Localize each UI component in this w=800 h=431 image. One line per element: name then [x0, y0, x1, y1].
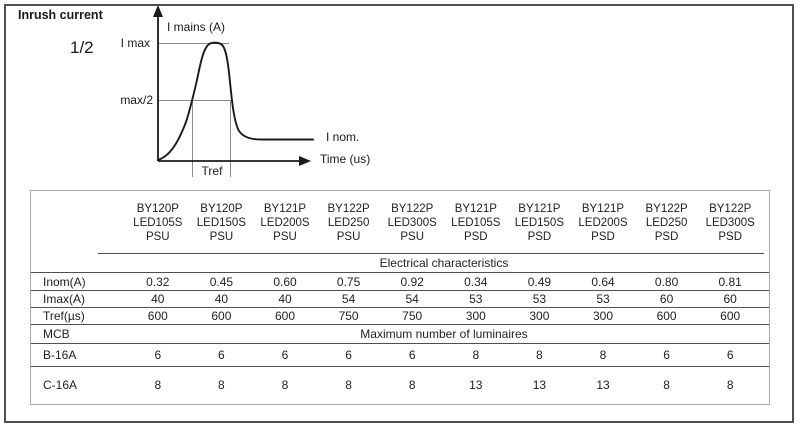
column-header: BY122P LED300S PSU: [387, 203, 437, 243]
inom-label: I nom.: [326, 130, 360, 144]
page-border: [4, 4, 794, 423]
table-cell: 8: [472, 348, 480, 362]
table-cell: 54: [341, 292, 356, 306]
table-cell: 600: [274, 309, 295, 323]
column-header: BY120P LED105S PSU: [133, 203, 183, 243]
table-cell: 750: [402, 309, 423, 323]
table-cell: 60: [659, 292, 674, 306]
header-underline: [98, 253, 764, 254]
table-cell: 53: [469, 292, 483, 306]
section-title: Maximum number of luminaires: [360, 327, 528, 341]
electrical-section-row: Electrical characteristics: [31, 253, 769, 273]
table-cell: 40: [278, 292, 292, 306]
table-row-tref: Tref(µs) 600 600 600 750 750 300 300 300…: [31, 308, 769, 325]
table-cell: 600: [211, 309, 232, 323]
table-cell: 600: [656, 309, 677, 323]
table-cell: 40: [214, 292, 229, 306]
row-label: MCB: [43, 327, 70, 341]
spec-table: BY120P LED105S PSU BY120P LED150S PSU BY…: [30, 190, 770, 405]
tref-label: Tref: [201, 164, 223, 178]
fraction-label: 1/2: [70, 38, 94, 57]
column-header: BY122P LED300S PSD: [705, 203, 755, 243]
table-cell: 6: [281, 348, 289, 362]
table-cell: 0.49: [527, 274, 552, 289]
table-row-c16a: C-16A 8 8 8 8 8 13 13 13 8 8: [31, 367, 769, 403]
table-cell: 54: [405, 292, 419, 306]
section-title: Electrical characteristics: [379, 255, 509, 270]
imax-label: I max: [120, 36, 150, 50]
y-axis-label: I mains (A): [167, 20, 226, 34]
table-cell: 600: [720, 309, 741, 323]
column-header: BY122P LED250 PSD: [645, 203, 688, 243]
column-header: BY121P LED150S PSD: [514, 203, 564, 243]
table-cell: 6: [663, 348, 670, 362]
column-header: BY121P LED105S PSD: [451, 203, 501, 243]
table-cell: 6: [154, 348, 162, 362]
table-cell: 600: [147, 309, 168, 323]
table-cell: 0.81: [718, 274, 742, 289]
table-cell: 0.75: [336, 274, 361, 289]
row-label: C-16A: [43, 378, 78, 392]
table-cell: 8: [599, 348, 607, 362]
table-cell: 8: [663, 378, 670, 392]
table-cell: 300: [465, 309, 486, 323]
table-header-row: BY120P LED105S PSU BY120P LED150S PSU BY…: [31, 191, 769, 253]
row-label: B-16A: [43, 348, 77, 362]
table-cell: 13: [469, 378, 483, 392]
row-label: Inom(A): [43, 274, 86, 289]
column-header: BY122P LED250 PSU: [327, 203, 370, 243]
table-cell: 8: [345, 378, 352, 392]
corner-cell: [31, 191, 126, 202]
table-cell: 8: [726, 378, 734, 392]
table-cell: 300: [592, 309, 613, 323]
table-cell: 13: [532, 378, 547, 392]
table-cell: 0.80: [654, 274, 679, 289]
table-cell: 0.64: [591, 274, 615, 289]
inrush-current-diagram: [153, 5, 314, 177]
x-axis-label: Time (us): [320, 152, 371, 166]
table-cell: 60: [723, 292, 737, 306]
row-label: Imax(A): [43, 292, 85, 306]
page-title: Inrush current: [18, 8, 103, 22]
table-cell: 8: [154, 378, 162, 392]
inrush-curve: [157, 41, 314, 161]
table-cell: 6: [218, 348, 225, 362]
table-cell: 6: [408, 348, 416, 362]
column-header: BY121P LED200S PSD: [578, 203, 628, 243]
row-label: Tref(µs): [43, 309, 85, 323]
x-axis-arrow-icon: [299, 156, 311, 166]
table-cell: 0.45: [209, 274, 234, 289]
table-cell: 750: [338, 309, 359, 323]
table-cell: 8: [536, 348, 543, 362]
half-max-label: max/2: [120, 93, 153, 107]
table-row-b16a: B-16A 6 6 6 6 6 8 8 8 6 6: [31, 344, 769, 367]
column-header: BY121P LED200S PSU: [260, 203, 310, 243]
mcb-section-row: MCB Maximum number of luminaires: [31, 325, 769, 344]
table-cell: 53: [532, 292, 547, 306]
table-row-inom: Inom(A) 0.32 0.45 0.60 0.75 0.92 0.34 0.…: [31, 273, 769, 291]
table-cell: 0.32: [146, 274, 170, 289]
table-cell: 8: [408, 378, 416, 392]
table-cell: 0.60: [273, 274, 297, 289]
table-cell: 0.92: [400, 274, 424, 289]
table-cell: 8: [218, 378, 225, 392]
table-cell: 6: [345, 348, 352, 362]
table-row-imax: Imax(A) 40 40 40 54 54 53 53 53 60 60: [31, 291, 769, 308]
table-cell: 300: [529, 309, 550, 323]
table-cell: 6: [726, 348, 734, 362]
table-cell: 8: [281, 378, 289, 392]
table-cell: 40: [151, 292, 165, 306]
table-cell: 0.34: [464, 274, 488, 289]
column-header: BY120P LED150S PSU: [196, 203, 246, 243]
y-axis-arrow-icon: [153, 5, 163, 17]
table-cell: 13: [596, 378, 610, 392]
table-cell: 53: [596, 292, 610, 306]
